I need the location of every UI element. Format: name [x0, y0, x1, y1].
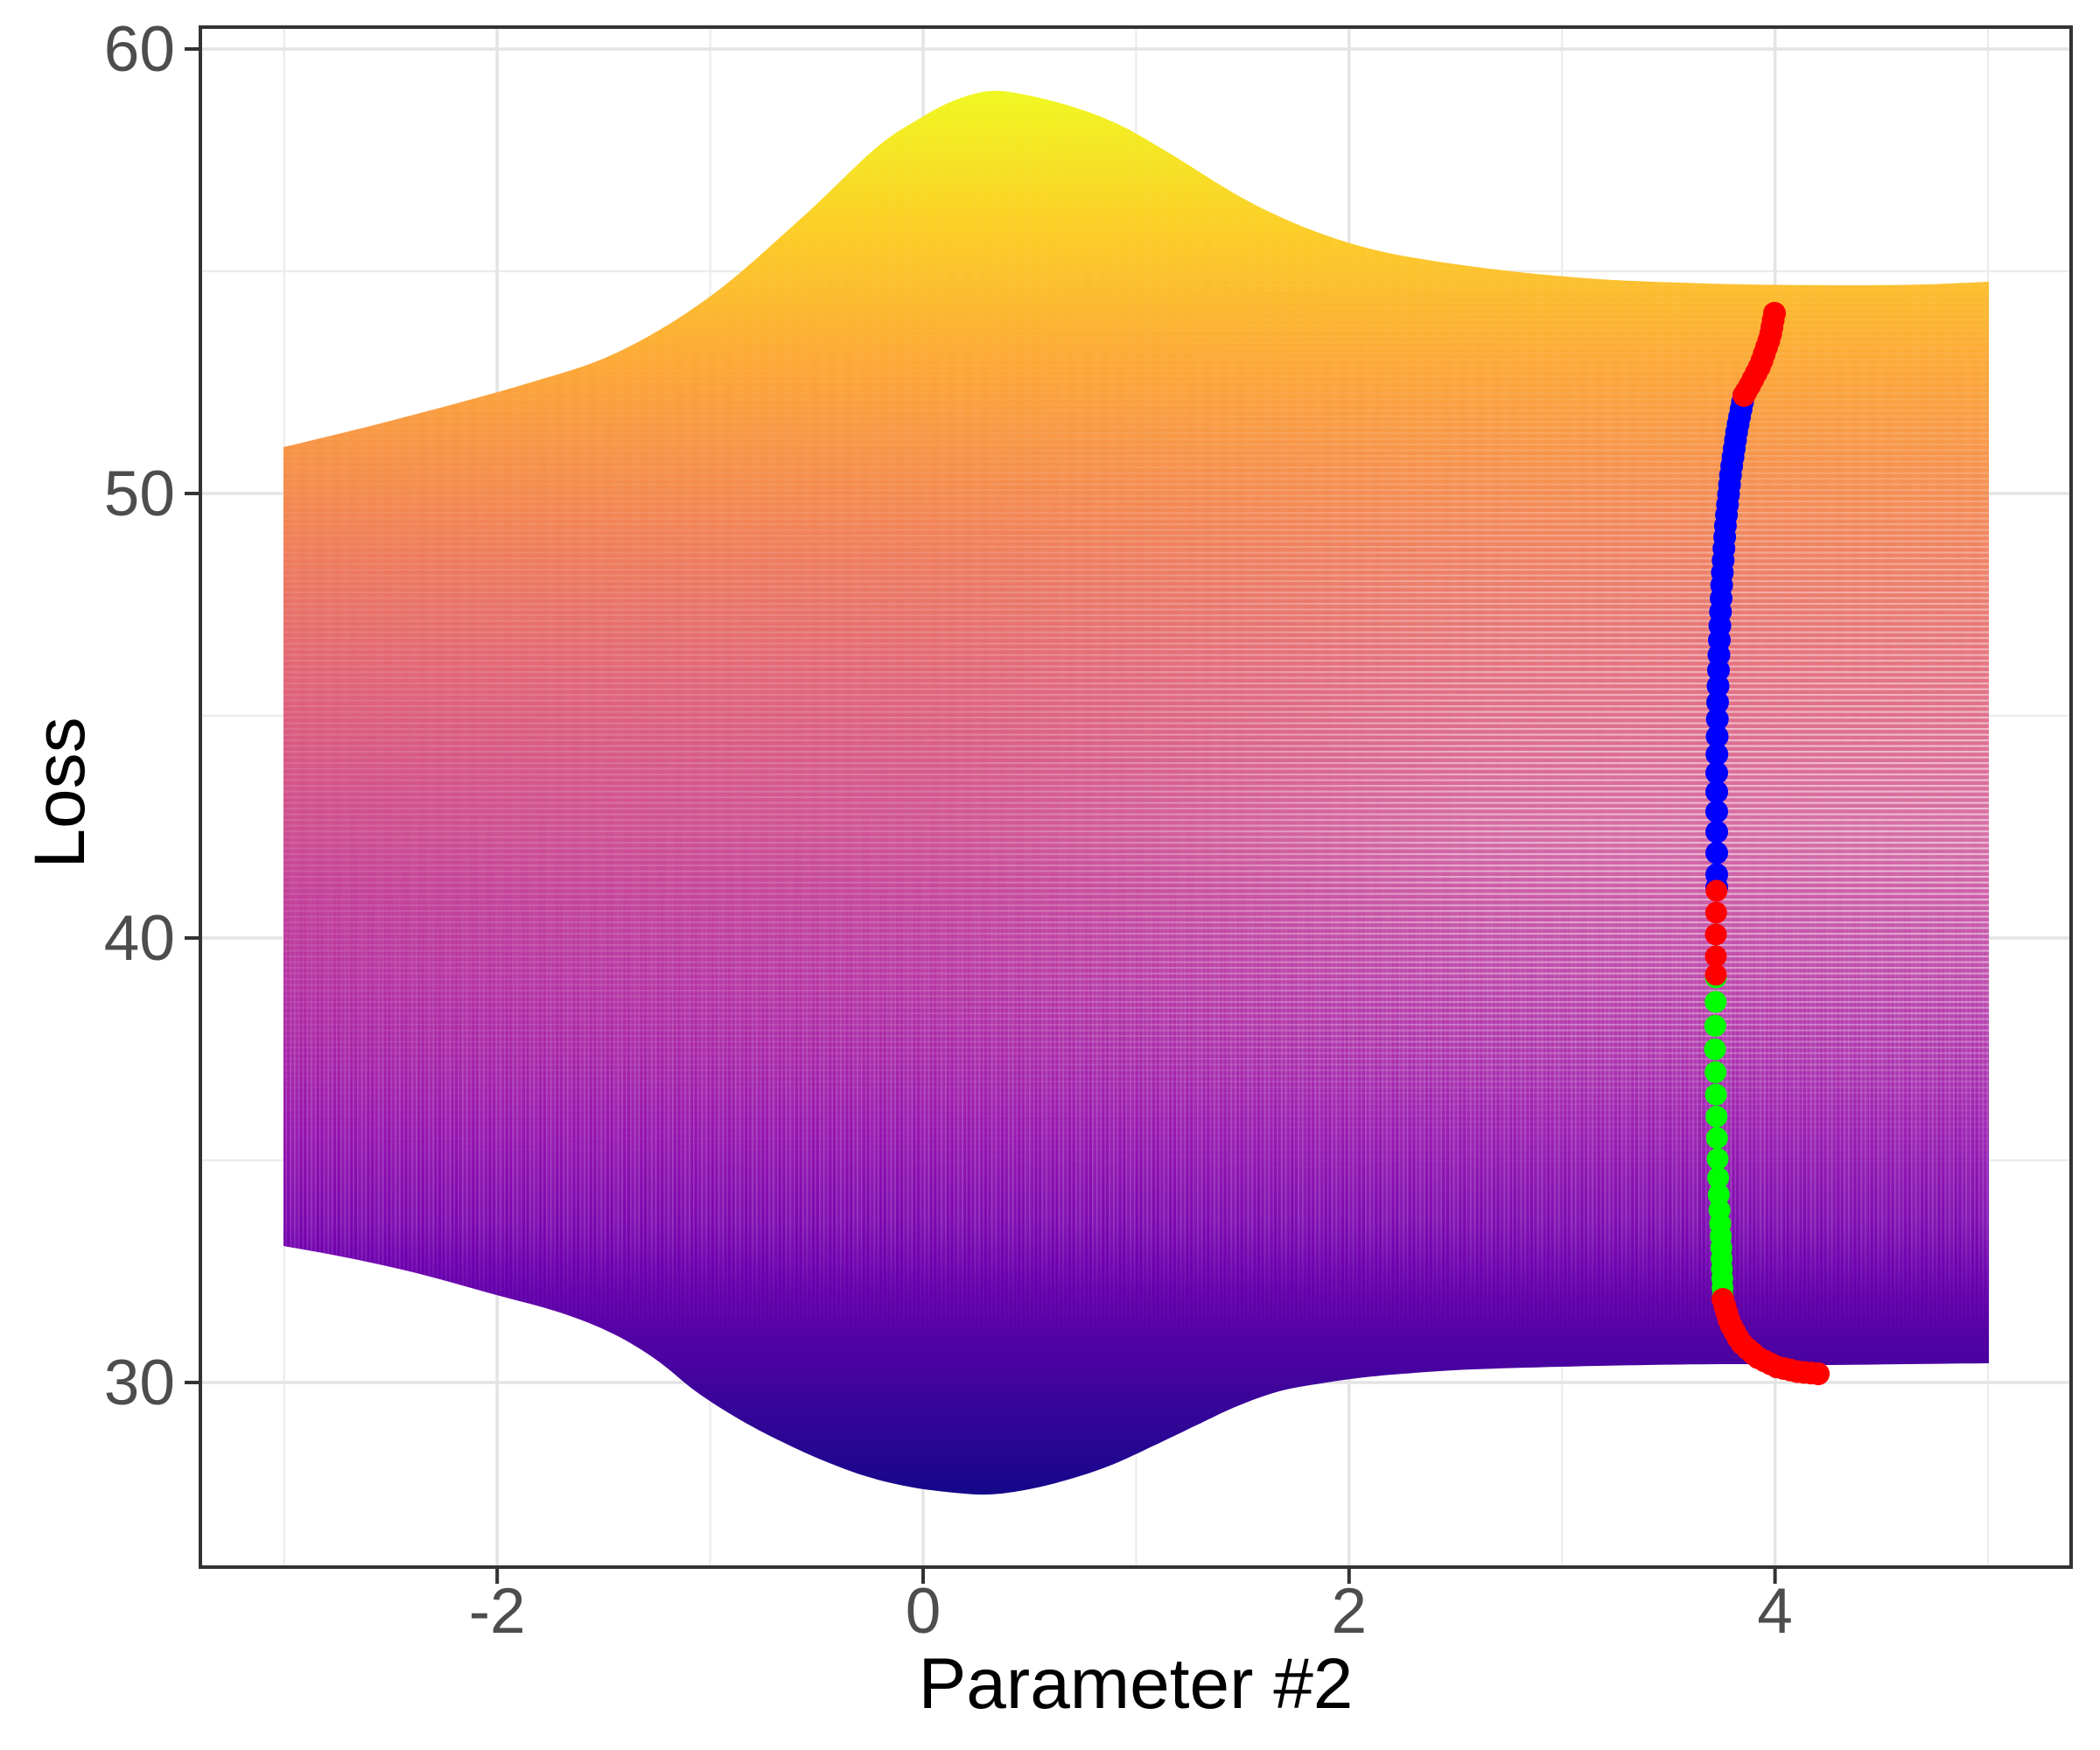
- svg-text:2: 2: [1331, 1576, 1367, 1647]
- svg-text:0: 0: [906, 1576, 942, 1647]
- svg-text:-2: -2: [469, 1576, 526, 1647]
- svg-text:30: 30: [104, 1348, 175, 1418]
- svg-text:Loss: Loss: [20, 717, 100, 868]
- svg-text:50: 50: [104, 458, 175, 529]
- svg-text:4: 4: [1757, 1576, 1793, 1647]
- svg-text:40: 40: [104, 903, 175, 974]
- svg-text:60: 60: [104, 14, 175, 85]
- svg-text:Parameter #2: Parameter #2: [919, 1644, 1354, 1724]
